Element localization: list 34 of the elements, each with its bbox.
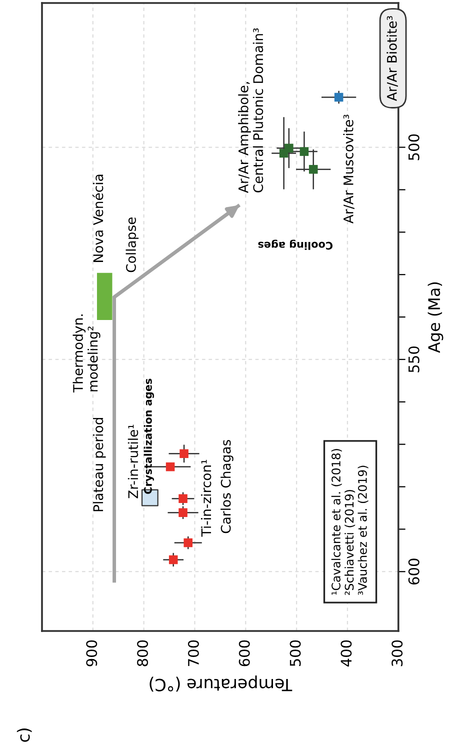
annotation: Zr-in-rutile¹: [128, 424, 138, 498]
x-tick-label: 600: [238, 640, 250, 666]
annotation: Ar/Ar Muscovite³: [343, 114, 354, 224]
x-tick-label: 400: [340, 640, 352, 666]
annotation: Ti-in-zircon¹: [200, 460, 212, 537]
annotation: Cooling ages: [258, 240, 333, 250]
x-tick-label: 700: [188, 640, 199, 666]
x-tick-label: 900: [86, 640, 98, 666]
annotation: Plateau period: [92, 418, 106, 512]
point: [308, 164, 318, 174]
x-tick-label: 800: [137, 640, 148, 666]
point: [168, 555, 178, 564]
x-tick-label: 300: [392, 640, 403, 666]
text: c): [16, 728, 32, 742]
annotation: Nova Venécia: [92, 174, 104, 262]
annotation: Thermodyn. modeling²: [72, 314, 100, 393]
point: [300, 147, 309, 156]
point: [180, 449, 188, 458]
y-tick-label: 600: [408, 558, 420, 585]
annotation: Collapse: [126, 217, 139, 272]
y-tick-label: 550: [408, 346, 420, 372]
point: [334, 92, 344, 102]
point: [184, 538, 193, 548]
point: [166, 462, 175, 472]
annotation: Ar/Ar Amphibole, Central Plutonic Domain³: [238, 28, 264, 194]
annotation: Carlos Chagas: [220, 440, 234, 534]
annotation: ¹Cavalcante et al. (2018) ²Schiavetti (2019) ³Vauchez et al. (2019): [331, 449, 368, 595]
x-tick-label: 500: [290, 640, 301, 666]
y-axis-title: Age (Ma): [428, 282, 444, 353]
y-tick-label: 500: [408, 134, 420, 160]
x-axis-title: Temperature (°C): [150, 676, 292, 692]
point: [284, 144, 294, 153]
annotation: Ar/Ar Biotite³: [386, 16, 398, 102]
annotation: Crystallization ages: [144, 378, 154, 494]
